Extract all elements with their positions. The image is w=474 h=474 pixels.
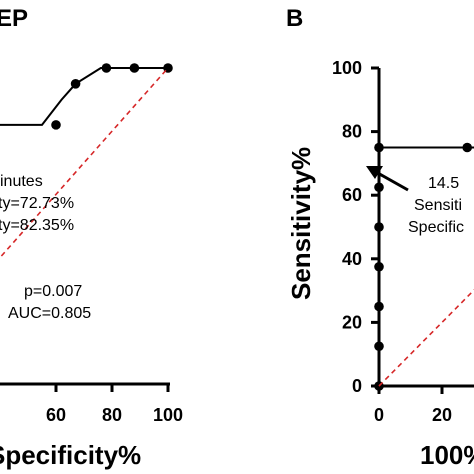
- panel-b-roc-point-4: [374, 222, 384, 232]
- panel-b-x-tick-label-1: 20: [432, 405, 452, 425]
- panel-a-x-tick-label-2: 100: [153, 405, 183, 425]
- panel-b-y-ticks: 0 20 40 60 80 100: [332, 58, 379, 396]
- panel-a-x-tick-label-0: 60: [46, 405, 66, 425]
- panel-b-annotation-sensitivity: Sensiti: [414, 197, 462, 214]
- panel-b-x-axis-title: 100%: [420, 440, 474, 470]
- panel-a-roc-point-2: [101, 63, 112, 73]
- panel-a-annotation-auc: AUC=0.805: [8, 305, 91, 322]
- panel-b-annotation-specificity: Specific: [408, 219, 464, 236]
- panel-b-letter: B: [286, 5, 303, 32]
- panel-b-roc-point-2: [374, 301, 384, 312]
- panel-b-y-tick-label-0: 0: [352, 376, 362, 396]
- panel-a-x-tick-label-1: 80: [102, 405, 122, 425]
- panel-b: B 0 20 40 60 80 100 0 20 14.5 Sensiti Specific…: [286, 5, 474, 470]
- panel-a-roc-line: [0, 67, 168, 126]
- panel-b-y-tick-label-1: 20: [342, 312, 362, 332]
- panel-b-roc-point-3: [374, 261, 384, 272]
- panel-b-y-axis-title: Sensitivity%: [286, 147, 316, 300]
- panel-b-reference-line: [378, 288, 474, 387]
- panel-a-series: [0, 63, 173, 259]
- panel-a-annotation-sensitivity: ty=72.73%: [0, 195, 74, 212]
- panel-b-annotation-cutoff: 14.5: [428, 175, 459, 192]
- panel-b-x-tick-label-0: 0: [374, 405, 384, 425]
- panel-a-roc-point-1: [70, 79, 81, 89]
- panel-b-roc-point-5: [374, 182, 384, 193]
- panel-a-annotation-specificity: ty=82.35%: [0, 217, 74, 234]
- panel-a-x-axis-title: Specificity%: [0, 440, 141, 470]
- panel-b-roc-point-6: [374, 142, 384, 153]
- panel-b-annotation-arrow: [366, 166, 409, 192]
- panel-b-y-tick-label-5: 100: [332, 58, 362, 78]
- panel-b-series: [374, 142, 474, 391]
- panel-b-roc-point-1: [374, 341, 384, 352]
- annotation-arrow-shaft: [375, 170, 409, 192]
- panel-b-y-tick-label-2: 40: [342, 249, 362, 269]
- panel-a-annotation-cutoff: inutes: [0, 173, 43, 190]
- panel-a: EP 60 80 100 inutes ty=72.73% ty=82.35% p=…: [0, 5, 183, 470]
- panel-b-roc-point-7: [462, 142, 473, 153]
- panel-b-y-tick-label-4: 80: [342, 122, 362, 142]
- panel-a-roc-point-3: [129, 63, 140, 73]
- panel-a-title: EP: [0, 5, 28, 32]
- panel-a-x-ticks: 60 80 100: [46, 384, 183, 425]
- panel-b-x-ticks: 0 20: [374, 386, 452, 425]
- panel-a-annotation-p-value: p=0.007: [24, 283, 82, 300]
- annotation-arrow-head: [366, 166, 383, 179]
- panel-b-y-tick-label-3: 60: [342, 185, 362, 205]
- panel-a-roc-point-0: [51, 120, 61, 130]
- panel-a-reference-line: [0, 67, 169, 259]
